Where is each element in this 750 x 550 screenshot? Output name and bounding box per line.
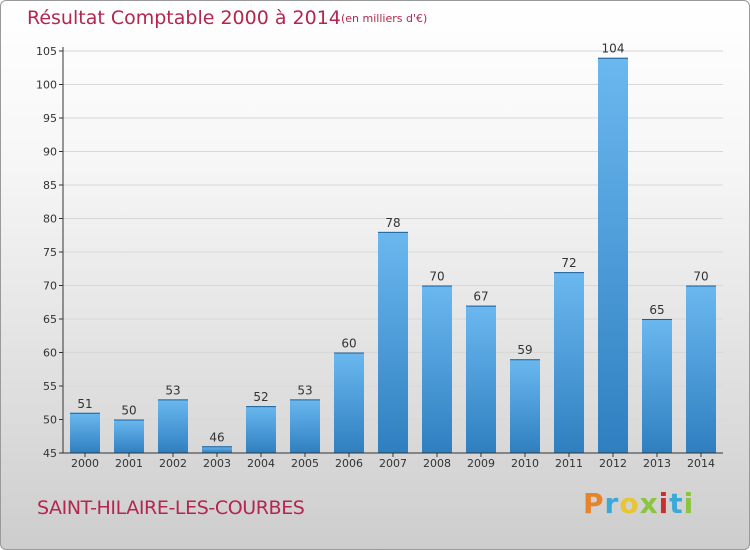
data-label: 60 [341,337,356,351]
bar-chart: 51 50 53 46 52 53 60 78 70 67 59 72 104 65 70 45 50 55 60… [36,42,723,470]
bar [686,285,716,453]
x-tick-label: 2011 [555,457,583,470]
x-tick-label: 2014 [687,457,715,470]
logo-letter: i [683,487,695,520]
data-label: 70 [429,270,444,284]
commune-name: SAINT-HILAIRE-LES-COURBES [37,497,305,519]
logo-letter: t [669,487,684,520]
logo-letter: i [658,487,670,520]
bar [466,305,496,453]
bar [158,399,188,453]
data-label: 53 [165,383,180,397]
x-tick-label: 2013 [643,457,671,470]
y-tick-label: 60 [43,347,57,360]
x-tick-label: 2010 [511,457,539,470]
data-label: 52 [253,390,268,404]
y-tick-label: 70 [43,280,57,293]
bar [378,231,408,453]
bar [510,359,540,453]
x-tick-label: 2000 [71,457,99,470]
data-label: 59 [517,343,532,357]
x-tick-label: 2001 [115,457,143,470]
bar [114,419,144,453]
data-label: 50 [121,404,136,418]
logo-letter: r [604,487,620,520]
bar [598,57,628,453]
bar [422,285,452,453]
x-tick-label: 2008 [423,457,451,470]
x-tick-label: 2009 [467,457,495,470]
logo-letter: P [583,487,605,520]
data-label: 70 [693,270,708,284]
bar [70,412,100,453]
y-tick-label: 50 [43,414,57,427]
bar [642,319,672,453]
bar [334,352,364,453]
y-tick-label: 95 [43,112,57,125]
logo-letter: o [619,487,640,520]
x-tick-label: 2002 [159,457,187,470]
x-tick-label: 2006 [335,457,363,470]
bar [554,272,584,453]
proxiti-logo: Proxiti [583,487,694,520]
data-label: 51 [77,397,92,411]
y-tick-label: 55 [43,380,57,393]
y-tick-label: 75 [43,246,57,259]
y-tick-label: 85 [43,179,57,192]
x-tick-label: 2004 [247,457,275,470]
y-tick-label: 45 [43,447,57,460]
x-tick-label: 2012 [599,457,627,470]
data-label: 53 [297,383,312,397]
y-tick-label: 65 [43,313,57,326]
data-label: 65 [649,303,664,317]
y-tick-label: 100 [36,79,57,92]
y-tick-label: 90 [43,146,57,159]
axes: 45 50 55 60 65 70 75 80 85 90 95 100 105 2000 2001 2002… [36,45,723,470]
data-label: 46 [209,430,224,444]
data-label: 67 [473,290,488,304]
bar [290,399,320,453]
chart-subtitle: (en milliers d'€) [341,12,428,25]
logo-letter: x [639,487,659,520]
x-tick-label: 2005 [291,457,319,470]
chart-title: Résultat Comptable 2000 à 2014 [27,7,341,29]
bar [246,406,276,453]
bars: 51 50 53 46 52 53 60 78 70 67 59 72 104 65 70 [70,42,716,453]
x-tick-label: 2007 [379,457,407,470]
bar [202,446,232,453]
x-tick-label: 2003 [203,457,231,470]
y-tick-label: 105 [36,45,57,58]
data-label: 104 [602,42,625,56]
y-tick-label: 80 [43,213,57,226]
data-label: 72 [561,256,576,270]
data-label: 78 [385,216,400,230]
